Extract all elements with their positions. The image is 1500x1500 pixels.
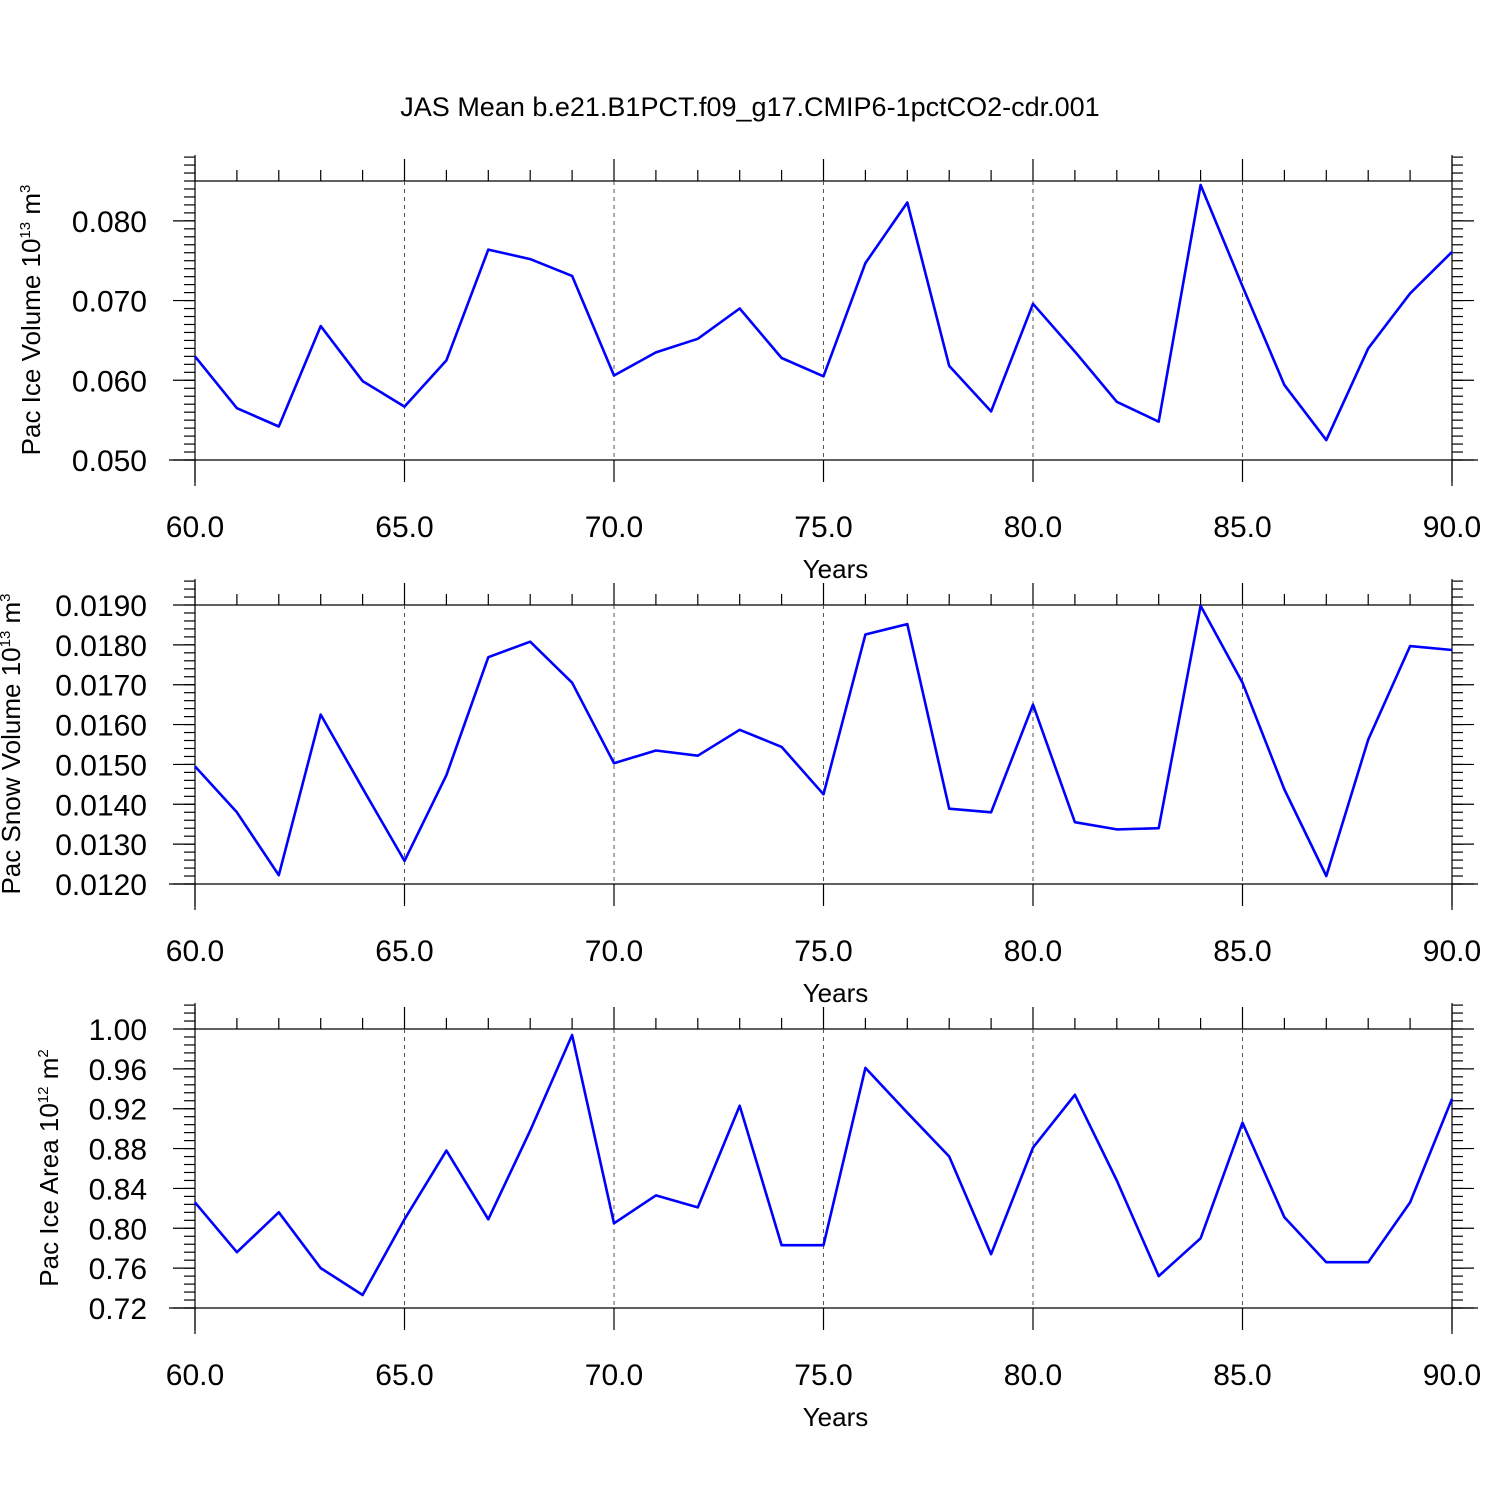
y-tick-label: 0.84 xyxy=(89,1173,147,1206)
x-tick-label: 65.0 xyxy=(375,511,433,544)
x-axis-label: Years xyxy=(803,978,869,1008)
y-tick-label: 0.0160 xyxy=(55,710,147,743)
x-tick-label: 75.0 xyxy=(794,511,852,544)
x-tick-label: 85.0 xyxy=(1213,1359,1271,1392)
x-axis-label: Years xyxy=(803,1402,869,1432)
x-tick-label: 65.0 xyxy=(375,1359,433,1392)
x-axis-label: Years xyxy=(803,554,869,584)
y-tick-label: 0.92 xyxy=(89,1094,147,1127)
y-tick-label: 1.00 xyxy=(89,1014,147,1047)
x-tick-label: 75.0 xyxy=(794,935,852,968)
x-tick-label: 75.0 xyxy=(794,1359,852,1392)
x-tick-label: 80.0 xyxy=(1004,511,1062,544)
y-tick-label: 0.050 xyxy=(72,445,147,478)
x-tick-label: 85.0 xyxy=(1213,935,1271,968)
y-axis-label-unit-exponent: 3 xyxy=(17,185,34,193)
y-axis-label-exponent: 13 xyxy=(17,222,34,239)
y-tick-label: 0.72 xyxy=(89,1293,147,1326)
y-axis-label-unit: m xyxy=(16,193,46,222)
y-axis-label: Pac Ice Volume 1013 m3 xyxy=(16,185,46,456)
y-tick-label: 0.0130 xyxy=(55,829,147,862)
x-tick-label: 60.0 xyxy=(166,1359,224,1392)
x-tick-label: 70.0 xyxy=(585,1359,643,1392)
x-tick-label: 70.0 xyxy=(585,511,643,544)
y-axis-label-unit: m xyxy=(0,602,26,631)
x-tick-label: 60.0 xyxy=(166,511,224,544)
panels-group: 60.0 65.0 70.0 75.0 80.0 85.0 90.0 0.050 0.060 0.… xyxy=(0,155,1481,1432)
y-axis-label: Pac Ice Area 1012 m2 xyxy=(34,1049,64,1286)
x-tick-label: 90.0 xyxy=(1423,1359,1481,1392)
series-line xyxy=(194,1033,1454,1297)
y-tick-label: 0.88 xyxy=(89,1134,147,1167)
y-tick-label: 0.80 xyxy=(89,1213,147,1246)
chart-panel-1: 60.0 65.0 70.0 75.0 80.0 85.0 90.0 0.050 0.060 0.… xyxy=(16,155,1481,584)
x-tick-label: 80.0 xyxy=(1004,935,1062,968)
y-tick-label: 0.0120 xyxy=(55,869,147,902)
chart-panel-3: 60.0 65.0 70.0 75.0 80.0 85.0 90.0 0.72 0.76 0.80… xyxy=(34,1003,1481,1432)
x-tick-label: 80.0 xyxy=(1004,1359,1062,1392)
x-tick-label: 65.0 xyxy=(375,935,433,968)
series-line xyxy=(194,604,1453,878)
x-tick-label: 85.0 xyxy=(1213,511,1271,544)
y-axis-label-text: Pac Snow Volume 10 xyxy=(0,647,26,894)
y-tick-label: 0.080 xyxy=(72,206,147,239)
x-tick-label: 60.0 xyxy=(166,935,224,968)
y-axis-label-text: Pac Ice Area 10 xyxy=(34,1103,64,1287)
y-tick-label: 0.0170 xyxy=(55,670,147,703)
y-axis-label-exponent: 12 xyxy=(35,1086,52,1103)
y-axis-label-text: Pac Ice Volume 10 xyxy=(16,239,46,456)
x-tick-label: 90.0 xyxy=(1423,511,1481,544)
y-axis-label-unit-exponent: 2 xyxy=(35,1049,52,1057)
y-tick-label: 0.070 xyxy=(72,286,147,319)
y-tick-label: 0.0180 xyxy=(55,630,147,663)
y-tick-label: 0.96 xyxy=(89,1054,147,1087)
y-axis-label-unit-exponent: 3 xyxy=(0,593,14,601)
y-tick-label: 0.76 xyxy=(89,1253,147,1286)
y-tick-label: 0.0140 xyxy=(55,789,147,822)
figure-title: JAS Mean b.e21.B1PCT.f09_g17.CMIP6-1pctC… xyxy=(400,92,1099,122)
y-tick-label: 0.0190 xyxy=(55,590,147,623)
chart-panel-2: 60.0 65.0 70.0 75.0 80.0 85.0 90.0 0.0120 0.0130… xyxy=(0,579,1481,1008)
y-tick-label: 0.0150 xyxy=(55,749,147,782)
y-axis-label: Pac Snow Volume 1013 m3 xyxy=(0,593,26,894)
y-tick-label: 0.060 xyxy=(72,365,147,398)
x-tick-label: 70.0 xyxy=(585,935,643,968)
y-axis-label-exponent: 13 xyxy=(0,631,14,648)
x-tick-label: 90.0 xyxy=(1423,935,1481,968)
y-axis-label-unit: m xyxy=(34,1058,64,1087)
